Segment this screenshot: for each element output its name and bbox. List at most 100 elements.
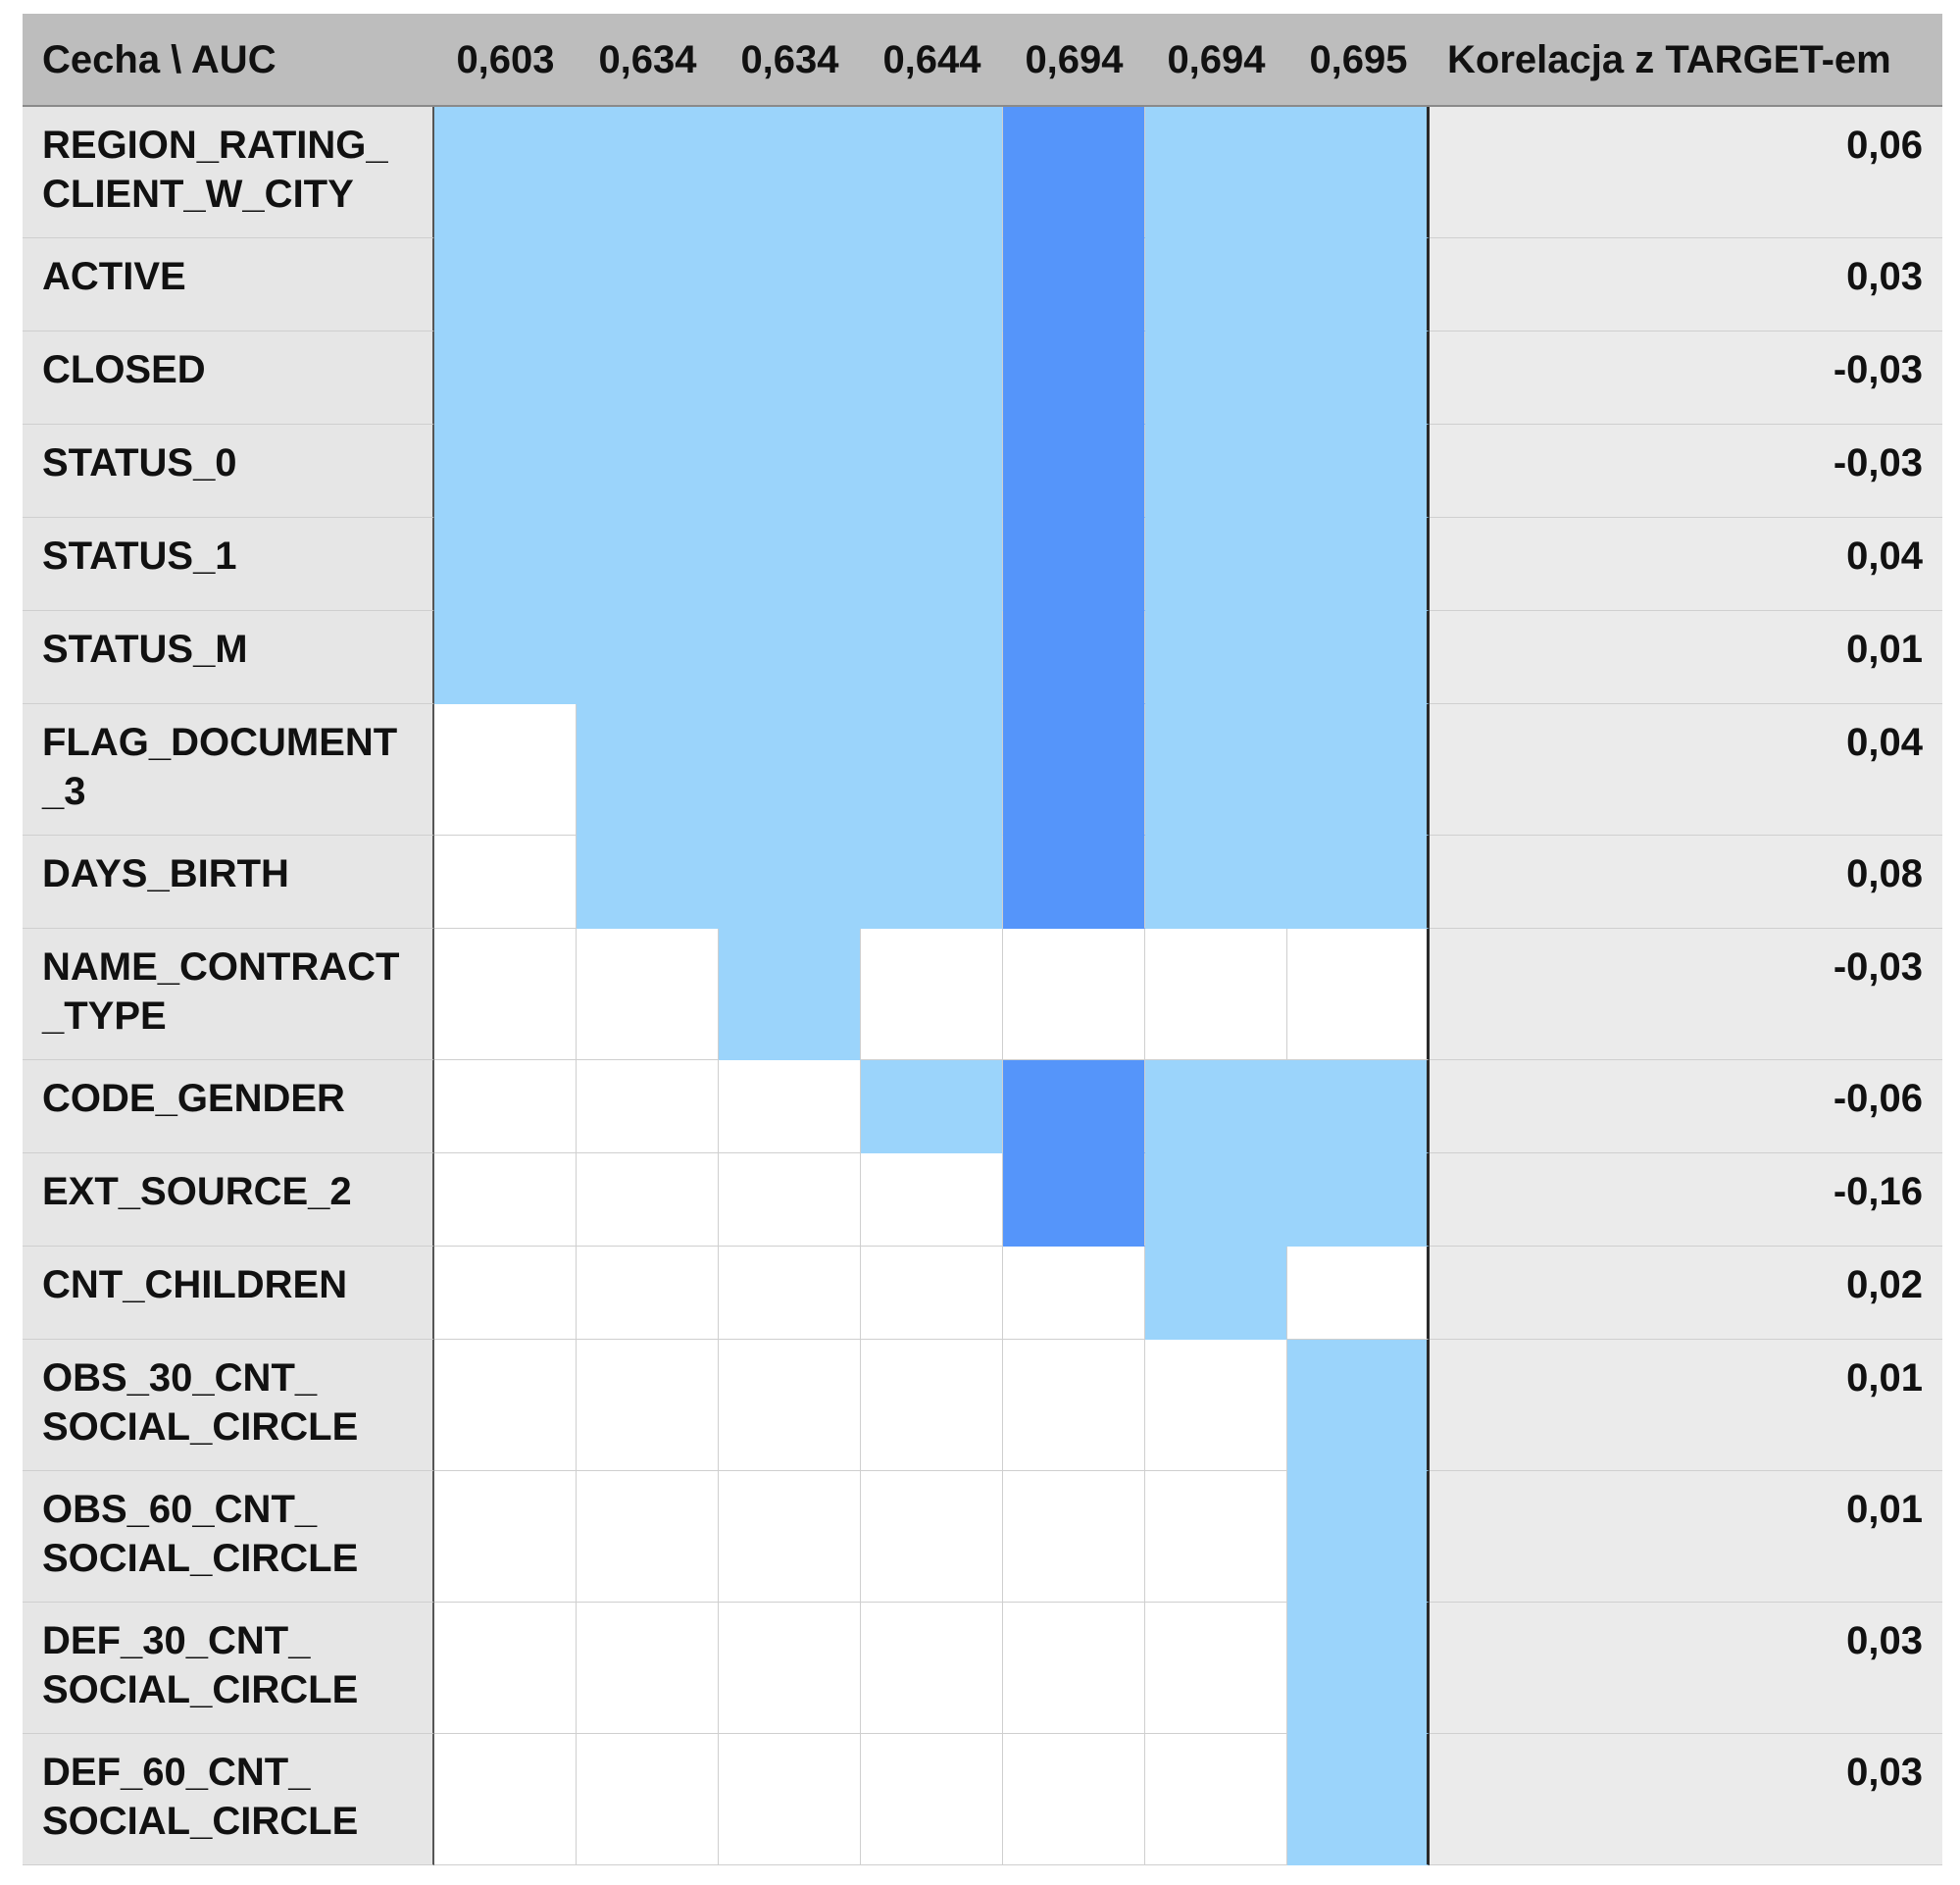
selection-cell <box>434 238 577 331</box>
selection-cell <box>861 836 1003 929</box>
correlation-value: 0,04 <box>1430 704 1942 836</box>
feature-label: NAME_CONTRACT _TYPE <box>23 929 434 1060</box>
selection-cell <box>434 1340 577 1471</box>
selection-cell <box>434 1247 577 1340</box>
feature-auc-table: Cecha \ AUC 0,603 0,634 0,634 0,644 0,69… <box>23 14 1942 1865</box>
feature-label: REGION_RATING_ CLIENT_W_CITY <box>23 107 434 238</box>
selection-cell <box>577 929 719 1060</box>
correlation-value: 0,01 <box>1430 1340 1942 1471</box>
selection-cell <box>1287 1247 1430 1340</box>
selection-cell <box>1287 238 1430 331</box>
selection-cell <box>861 1471 1003 1603</box>
correlation-value: -0,16 <box>1430 1153 1942 1247</box>
selection-cell <box>577 238 719 331</box>
correlation-value: -0,03 <box>1430 331 1942 425</box>
selection-cell <box>577 331 719 425</box>
selection-cell <box>719 518 861 611</box>
selection-cell <box>861 1247 1003 1340</box>
selection-cell <box>577 1153 719 1247</box>
correlation-value: 0,03 <box>1430 238 1942 331</box>
correlation-value: 0,03 <box>1430 1734 1942 1865</box>
correlation-value: 0,08 <box>1430 836 1942 929</box>
selection-cell <box>1003 1340 1145 1471</box>
selection-cell <box>1003 704 1145 836</box>
selection-cell <box>1003 1153 1145 1247</box>
selection-cell <box>434 518 577 611</box>
selection-cell <box>861 331 1003 425</box>
selection-cell <box>577 518 719 611</box>
selection-cell <box>861 1603 1003 1734</box>
selection-cell <box>577 836 719 929</box>
selection-cell <box>719 331 861 425</box>
selection-cell <box>1145 518 1287 611</box>
selection-cell <box>434 1471 577 1603</box>
selection-cell <box>434 1734 577 1865</box>
selection-cell <box>861 238 1003 331</box>
selection-cell <box>1003 518 1145 611</box>
feature-label: FLAG_DOCUMENT _3 <box>23 704 434 836</box>
feature-label: STATUS_0 <box>23 425 434 518</box>
selection-cell <box>1145 1340 1287 1471</box>
selection-cell <box>434 836 577 929</box>
selection-cell <box>1287 704 1430 836</box>
selection-cell <box>1003 425 1145 518</box>
selection-cell <box>1145 1734 1287 1865</box>
selection-cell <box>1287 1603 1430 1734</box>
feature-label: DEF_30_CNT_ SOCIAL_CIRCLE <box>23 1603 434 1734</box>
selection-cell <box>861 518 1003 611</box>
selection-cell <box>1145 1603 1287 1734</box>
selection-cell <box>1287 107 1430 238</box>
selection-cell <box>1145 425 1287 518</box>
selection-cell <box>577 704 719 836</box>
selection-cell <box>434 1603 577 1734</box>
feature-label: STATUS_1 <box>23 518 434 611</box>
feature-label: CNT_CHILDREN <box>23 1247 434 1340</box>
correlation-value: 0,01 <box>1430 611 1942 704</box>
selection-cell <box>1003 1060 1145 1153</box>
feature-label: CODE_GENDER <box>23 1060 434 1153</box>
selection-cell <box>1287 331 1430 425</box>
feature-label: OBS_30_CNT_ SOCIAL_CIRCLE <box>23 1340 434 1471</box>
selection-cell <box>861 1060 1003 1153</box>
selection-cell <box>1003 1734 1145 1865</box>
feature-label: CLOSED <box>23 331 434 425</box>
selection-cell <box>1145 836 1287 929</box>
selection-cell <box>1287 611 1430 704</box>
feature-label: STATUS_M <box>23 611 434 704</box>
selection-cell <box>861 425 1003 518</box>
selection-cell <box>577 425 719 518</box>
selection-cell <box>861 704 1003 836</box>
selection-cell <box>861 1734 1003 1865</box>
auc-header-4: 0,644 <box>861 14 1003 107</box>
selection-cell <box>719 929 861 1060</box>
selection-cell <box>434 1060 577 1153</box>
selection-cell <box>1287 425 1430 518</box>
selection-cell <box>1145 1247 1287 1340</box>
correlation-value: 0,06 <box>1430 107 1942 238</box>
selection-cell <box>1287 1471 1430 1603</box>
selection-cell <box>1145 1153 1287 1247</box>
correlation-value: 0,01 <box>1430 1471 1942 1603</box>
selection-cell <box>1145 1060 1287 1153</box>
selection-cell <box>1287 1060 1430 1153</box>
feature-label: DAYS_BIRTH <box>23 836 434 929</box>
selection-cell <box>861 611 1003 704</box>
correlation-value: -0,06 <box>1430 1060 1942 1153</box>
selection-cell <box>434 107 577 238</box>
selection-cell <box>434 425 577 518</box>
feature-label: OBS_60_CNT_ SOCIAL_CIRCLE <box>23 1471 434 1603</box>
selection-cell <box>719 1247 861 1340</box>
auc-header-2: 0,634 <box>577 14 719 107</box>
selection-cell <box>719 1340 861 1471</box>
selection-cell <box>1003 1603 1145 1734</box>
feature-label: EXT_SOURCE_2 <box>23 1153 434 1247</box>
selection-cell <box>1145 929 1287 1060</box>
selection-cell <box>1003 331 1145 425</box>
selection-cell <box>1145 611 1287 704</box>
selection-cell <box>1287 929 1430 1060</box>
selection-cell <box>1287 836 1430 929</box>
selection-cell <box>577 1247 719 1340</box>
correlation-value: -0,03 <box>1430 425 1942 518</box>
selection-cell <box>577 107 719 238</box>
auc-header-1: 0,603 <box>434 14 577 107</box>
